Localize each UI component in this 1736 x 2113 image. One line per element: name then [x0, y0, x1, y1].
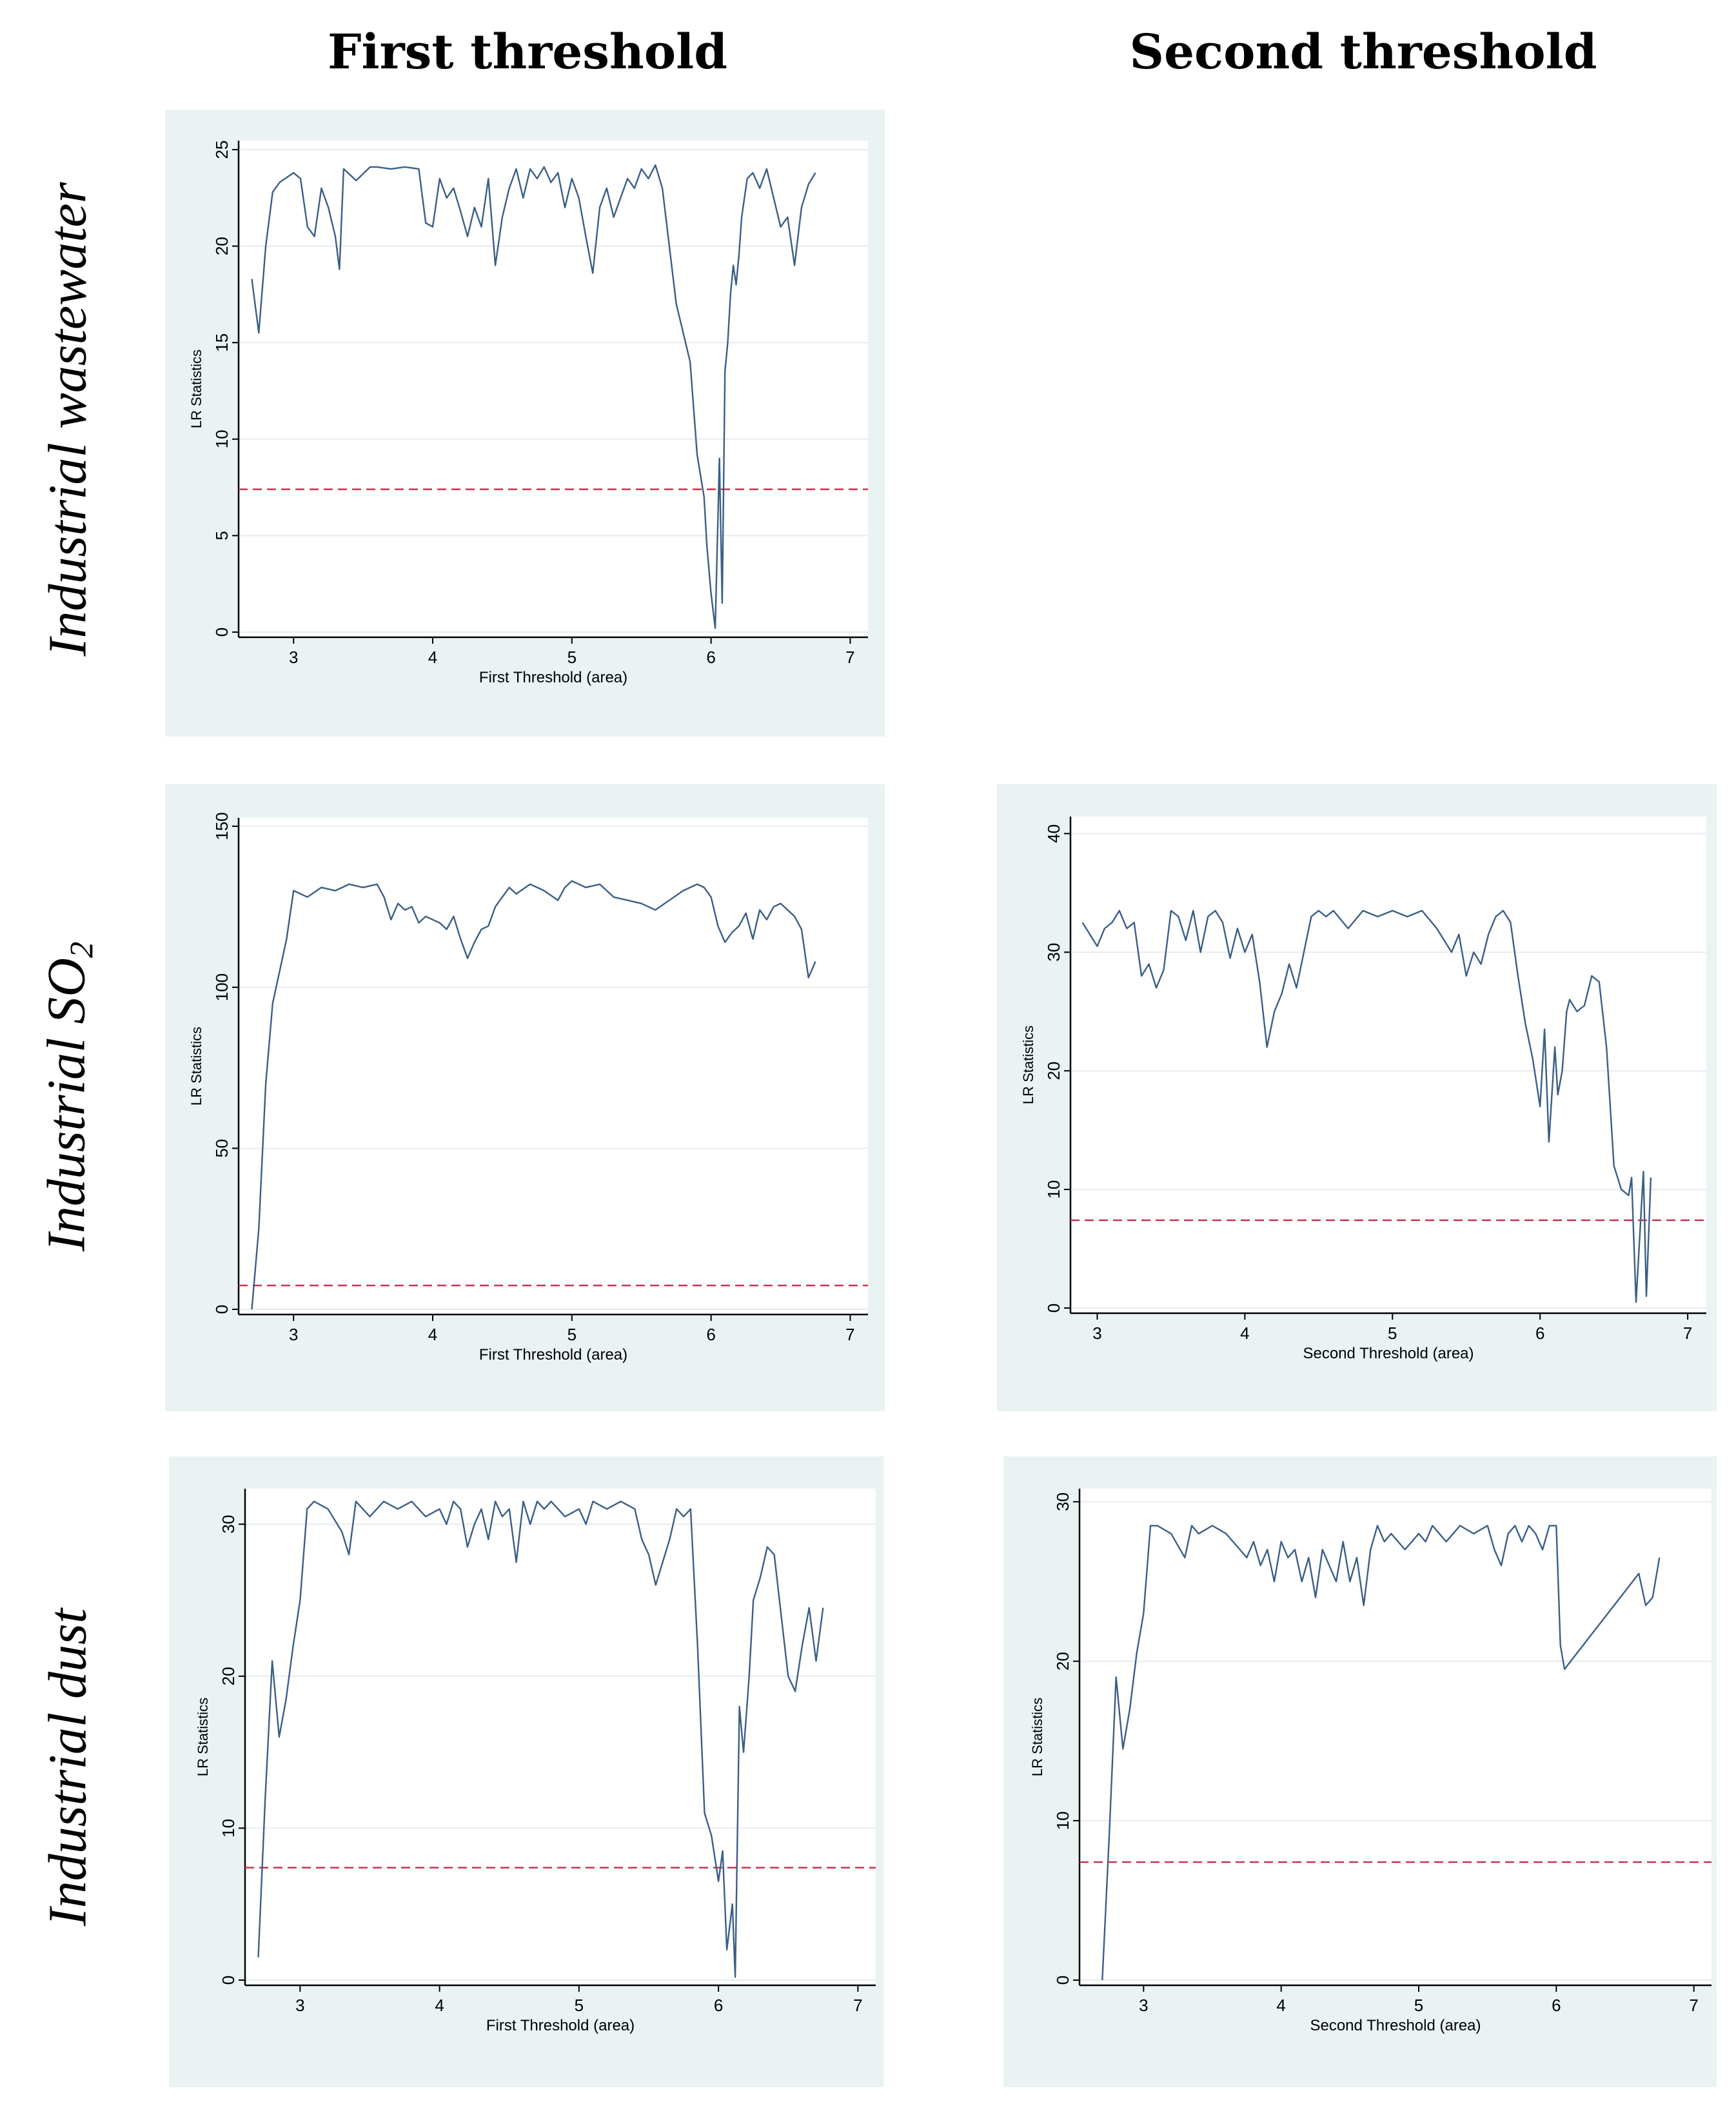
series-line-lr — [251, 164, 816, 630]
y-tick-label: 20 — [1053, 1652, 1072, 1671]
y-tick-label: 0 — [1053, 1976, 1072, 1985]
row-header-so2: Industrial SO2 — [36, 941, 100, 1252]
series-line-lr — [251, 880, 816, 1310]
x-axis-label: First Threshold (area) — [479, 1346, 627, 1364]
row-header-dust: Industrial dust — [37, 1608, 98, 1927]
y-tick-label: 0 — [212, 1305, 232, 1314]
x-tick-label: 7 — [853, 1996, 862, 2015]
y-tick-label: 30 — [219, 1515, 238, 1534]
column-header-first: First threshold — [328, 25, 727, 80]
chart-svg: 0 10 20 30 3 4 5 6 7 First Threshold (area) LR Sta… — [195, 1489, 876, 2034]
row-header-wastewater: Industrial wastewater — [37, 182, 98, 657]
x-tick-label: 3 — [295, 1996, 304, 2015]
chart-svg: 0 5 10 15 20 25 3 4 5 6 7 First Threshold (area) LR … — [188, 141, 868, 686]
chart-svg: 0 10 20 30 40 3 4 5 6 7 Second Threshold (area) LR … — [1020, 817, 1706, 1362]
x-tick-label: 4 — [1276, 1996, 1285, 2015]
x-axis-label: Second Threshold (area) — [1310, 2017, 1481, 2034]
y-axis-label: LR Statistics — [188, 350, 204, 428]
chart-panel-so2-first: 0 50 100 150 3 4 5 6 7 First Threshold (area) LR S… — [165, 784, 885, 1411]
chart-panel-wastewater-first: 0 5 10 15 20 25 3 4 5 6 7 First Threshold (area) LR … — [165, 110, 885, 737]
y-axis-label: LR Statistics — [188, 1027, 204, 1106]
y-tick-label: 20 — [219, 1667, 238, 1685]
chart-svg: 0 50 100 150 3 4 5 6 7 First Threshold (area) LR S… — [188, 812, 868, 1364]
y-tick-label: 100 — [212, 973, 232, 1001]
y-tick-label: 0 — [219, 1976, 238, 1985]
chart-panel-dust-first: 0 10 20 30 3 4 5 6 7 First Threshold (area) LR Sta… — [169, 1456, 883, 2087]
x-tick-label: 7 — [1689, 1996, 1698, 2015]
x-tick-label: 5 — [567, 1325, 577, 1344]
x-axis-label: Second Threshold (area) — [1303, 1345, 1474, 1362]
series-line-lr — [257, 1500, 824, 1978]
y-axis-label: LR Statistics — [1029, 1698, 1045, 1776]
y-tick-label: 20 — [1044, 1062, 1063, 1080]
x-tick-label: 3 — [289, 1325, 298, 1344]
y-tick-label: 40 — [1044, 824, 1063, 843]
x-tick-label: 3 — [1092, 1324, 1101, 1343]
x-tick-label: 7 — [845, 648, 854, 667]
y-tick-label: 0 — [212, 628, 232, 637]
y-tick-label: 10 — [1044, 1180, 1063, 1199]
chart-svg: 0 10 20 30 3 4 5 6 7 Second Threshold (area) LR St… — [1029, 1489, 1711, 2034]
y-tick-label: 150 — [212, 812, 232, 840]
y-axis-label: LR Statistics — [1020, 1026, 1036, 1104]
x-tick-label: 5 — [567, 648, 577, 667]
x-tick-label: 5 — [575, 1996, 584, 2015]
y-axis-label: LR Statistics — [195, 1698, 211, 1776]
x-tick-label: 4 — [428, 648, 437, 667]
plot-area — [239, 141, 868, 637]
x-tick-label: 6 — [714, 1996, 723, 2015]
x-tick-label: 7 — [1683, 1324, 1692, 1343]
plot-area — [245, 1489, 876, 1985]
x-tick-label: 7 — [845, 1325, 854, 1344]
x-axis-label: First Threshold (area) — [479, 669, 627, 686]
series-line-lr — [1081, 909, 1652, 1303]
plot-area — [239, 818, 868, 1314]
y-tick-label: 10 — [212, 430, 232, 448]
x-axis-label: First Threshold (area) — [486, 2017, 635, 2034]
x-tick-label: 5 — [1414, 1996, 1423, 2015]
y-tick-label: 50 — [212, 1139, 232, 1158]
chart-panel-so2-second: 0 10 20 30 40 3 4 5 6 7 Second Threshold (area) LR … — [997, 784, 1717, 1411]
y-tick-label: 10 — [219, 1819, 238, 1838]
y-tick-label: 10 — [1053, 1811, 1072, 1830]
x-tick-label: 5 — [1388, 1324, 1397, 1343]
x-tick-label: 4 — [428, 1325, 437, 1344]
x-tick-label: 4 — [435, 1996, 444, 2015]
series-line-lr — [1101, 1525, 1661, 1981]
plot-area — [1080, 1489, 1711, 1985]
y-tick-label: 30 — [1053, 1493, 1072, 1511]
x-tick-label: 4 — [1240, 1324, 1249, 1343]
x-tick-label: 6 — [706, 648, 715, 667]
y-tick-label: 20 — [212, 237, 232, 255]
plot-area — [1070, 817, 1706, 1313]
x-tick-label: 6 — [1552, 1996, 1561, 2015]
chart-panel-dust-second: 0 10 20 30 3 4 5 6 7 Second Threshold (area) LR St… — [1003, 1456, 1717, 2087]
y-tick-label: 30 — [1044, 943, 1063, 962]
x-tick-label: 3 — [1139, 1996, 1148, 2015]
x-tick-label: 6 — [706, 1325, 715, 1344]
y-tick-label: 5 — [212, 531, 232, 540]
x-tick-label: 3 — [289, 648, 298, 667]
y-tick-label: 15 — [212, 333, 232, 352]
column-header-second: Second threshold — [1129, 25, 1597, 80]
x-tick-label: 6 — [1535, 1324, 1544, 1343]
y-tick-label: 25 — [212, 141, 232, 159]
y-tick-label: 0 — [1044, 1304, 1063, 1313]
